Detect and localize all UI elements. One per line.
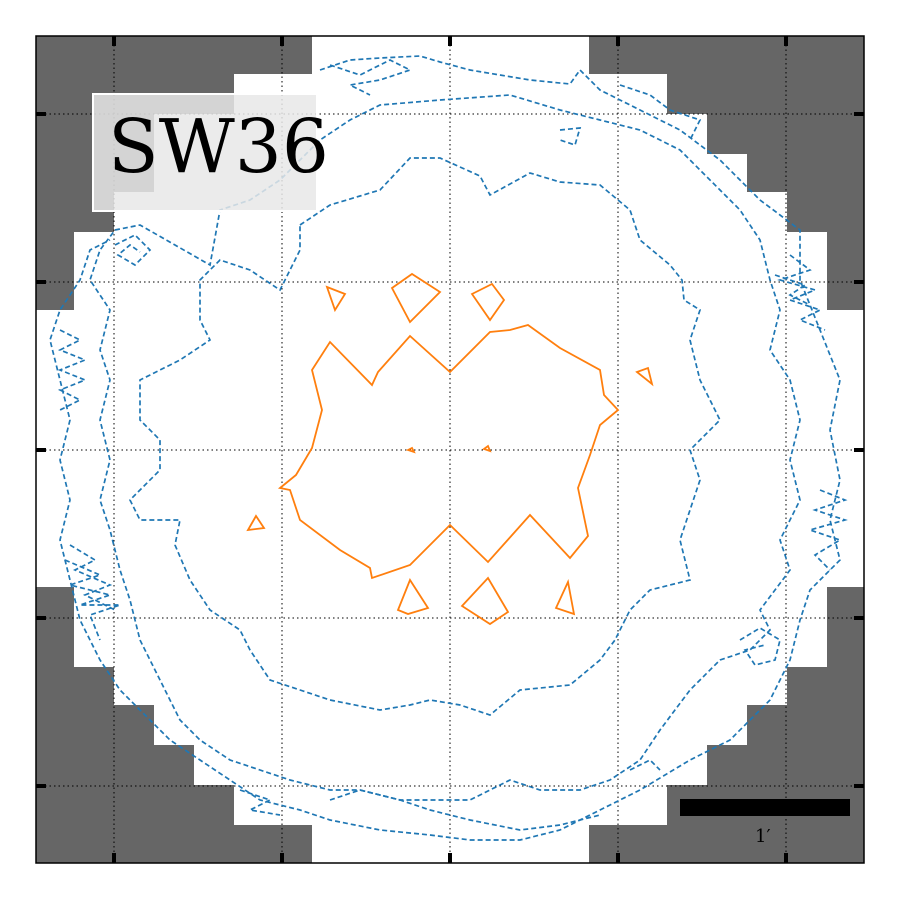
dashed-contour-fragment [239,789,281,816]
dashed-contour-fragment [57,329,88,411]
dashed-contours [49,55,848,841]
dashed-contour-fragment [559,127,582,147]
mask-block [787,667,864,705]
solid-contour-fragment [405,446,416,454]
mask-block [36,232,74,310]
solid-contour-fragment [390,272,442,324]
solid-contour-fragment [325,285,347,313]
mask-block [747,154,864,192]
mask-block [667,74,864,114]
dashed-contour-fragment [807,489,848,571]
solid-contour-fragment [482,444,492,453]
panel-label: SW36 [108,104,329,190]
scale-bar-label: 1′ [755,826,771,847]
dashed-contour-fragment [774,274,811,306]
dashed-contour-outer [49,55,841,841]
mask-block [827,232,864,310]
mask-block [36,36,312,74]
dashed-contour-fragment [619,84,702,141]
scale-bar [680,799,850,816]
mask-block [827,587,864,667]
solid-contour-fragment [396,578,430,615]
solid-contour-fragment [554,579,576,616]
solid-contour-fragment [460,576,510,626]
mask-block [36,587,74,667]
mask-block [36,745,194,785]
dashed-contour-fragment [114,233,152,267]
label-box [92,93,318,212]
dashed-contour-fragment [69,544,116,611]
axis-ticks [36,36,864,863]
solid-contour-fragment [470,282,506,322]
mask-block [36,825,312,863]
mask-block [36,705,154,745]
mask-block [747,705,864,745]
dashed-contour-fragment [739,627,781,666]
mask-block [36,667,114,705]
mask-block [589,36,864,74]
solid-contour-fragment [246,514,266,532]
dashed-contour-inner [128,157,722,716]
dashed-contour-fragment [777,254,826,331]
mask-block [36,785,234,825]
grid-lines [36,36,864,863]
solid-contour-main [277,324,620,580]
mask-block [787,192,864,232]
mask-block [589,825,864,863]
solid-contour-fragment [635,366,654,387]
mask-block [707,114,864,154]
dashed-contour-fragment [64,559,121,641]
dashed-contour-middle [89,94,801,801]
solid-contours [246,272,654,626]
